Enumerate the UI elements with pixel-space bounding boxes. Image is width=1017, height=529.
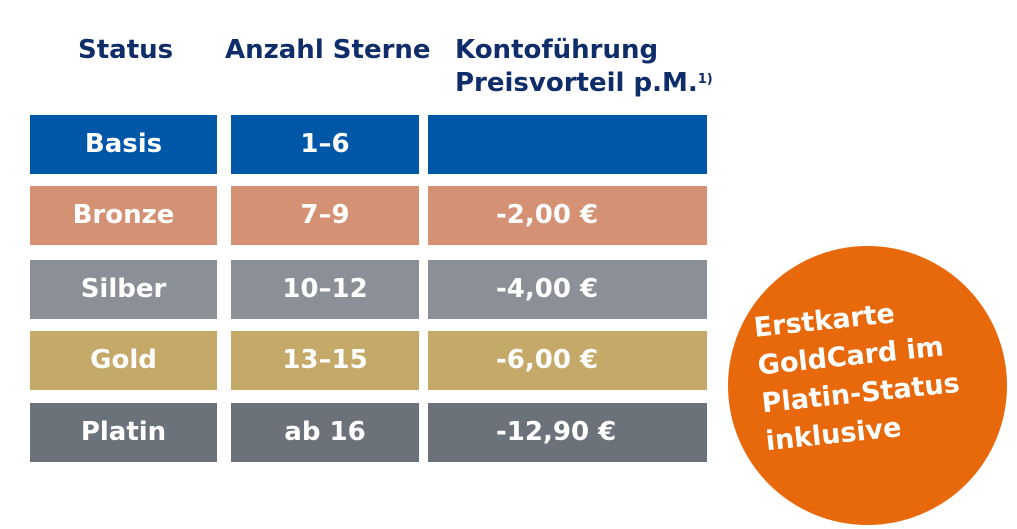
header-stars: Anzahl Sterne (225, 35, 431, 65)
row-bronze-stars: 7–9 (231, 186, 419, 245)
header-fee: Kontoführung Preisvorteil p.M.1) (455, 34, 713, 100)
header-fee-footnote: 1) (697, 72, 713, 87)
row-bronze-status: Bronze (30, 186, 217, 245)
row-platin-discount: -12,90 € (428, 403, 707, 462)
row-basis-stars: 1–6 (231, 115, 419, 174)
header-fee-line2: Preisvorteil p.M. (455, 68, 698, 98)
row-gold-discount: -6,00 € (428, 331, 707, 390)
row-gold-stars: 13–15 (231, 331, 419, 390)
row-silber-discount: -4,00 € (428, 260, 707, 319)
header-fee-line1: Kontoführung (455, 35, 659, 65)
row-basis-status: Basis (30, 115, 217, 174)
row-platin-stars: ab 16 (231, 403, 419, 462)
row-platin-status: Platin (30, 403, 217, 462)
goldcard-badge (728, 246, 1007, 525)
row-bronze-discount: -2,00 € (428, 186, 707, 245)
row-silber-status: Silber (30, 260, 217, 319)
header-status: Status (78, 35, 174, 65)
row-gold-status: Gold (30, 331, 217, 390)
row-silber-stars: 10–12 (231, 260, 419, 319)
goldcard-badge-text: Erstkarte GoldCard im Platin-Status inkl… (752, 287, 987, 461)
row-basis-discount (428, 115, 707, 174)
